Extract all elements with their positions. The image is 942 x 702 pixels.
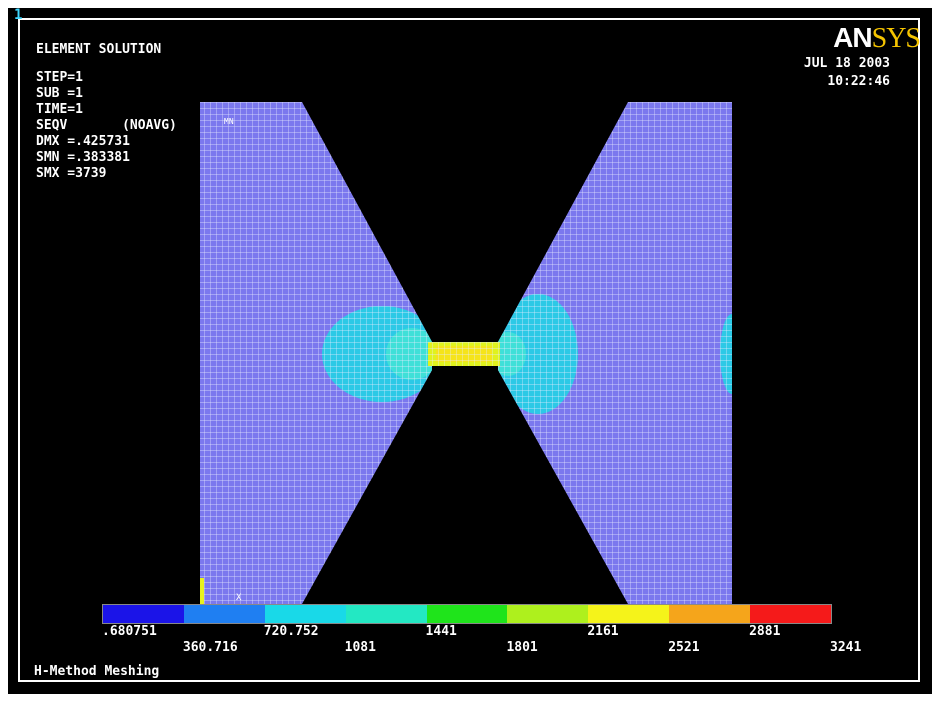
time-of-day-label: 10:22:46 <box>827 74 890 89</box>
legend-segment <box>103 605 184 623</box>
legend-segment <box>183 605 265 623</box>
legend-segment <box>345 605 427 623</box>
date-label: JUL 18 2003 <box>803 56 890 71</box>
dmx-label: DMX =.425731 <box>36 134 130 149</box>
smn-label: SMN =.383381 <box>36 150 130 165</box>
legend-label-lower: 1801 <box>506 640 538 655</box>
corner-stress-spot <box>200 578 204 604</box>
mx-marker: X <box>236 593 242 603</box>
legend-label-upper: 2881 <box>749 624 781 639</box>
ansys-logo: ANSYS <box>833 22 921 54</box>
legend-label-upper: .680751 <box>102 624 157 639</box>
legend-segment <box>669 605 751 623</box>
mn-marker: MN <box>224 117 234 126</box>
legend-segment <box>426 605 508 623</box>
smx-label: SMX =3739 <box>36 166 107 181</box>
time-label: TIME=1 <box>36 102 83 117</box>
result-type-label: SEQV (NOAVG) <box>36 118 177 133</box>
legend-segment <box>507 605 589 623</box>
legend-segment <box>588 605 670 623</box>
legend-segment <box>264 605 346 623</box>
window-number: 1 <box>14 7 23 23</box>
legend-label-upper: 720.752 <box>263 624 319 639</box>
plot-frame <box>18 18 920 682</box>
right-mesh-region <box>498 102 732 604</box>
color-legend <box>102 604 832 624</box>
neck-region <box>428 342 500 366</box>
logo-prefix: AN <box>833 22 872 53</box>
step-label: STEP=1 <box>36 70 83 85</box>
legend-label-lower: 1081 <box>344 640 376 655</box>
legend-label-lower: 360.716 <box>182 640 238 655</box>
legend-label-upper: 2161 <box>587 624 619 639</box>
legend-label-lower: 3241 <box>830 640 862 655</box>
legend-segment <box>750 605 832 623</box>
left-mesh-region <box>200 102 432 604</box>
footer-title: H-Method Meshing <box>34 664 160 679</box>
logo-suffix: SYS <box>871 23 921 54</box>
sub-label: SUB =1 <box>36 86 83 101</box>
legend-label-upper: 1441 <box>425 624 457 639</box>
solution-title: ELEMENT SOLUTION <box>36 42 162 57</box>
legend-label-lower: 2521 <box>668 640 700 655</box>
